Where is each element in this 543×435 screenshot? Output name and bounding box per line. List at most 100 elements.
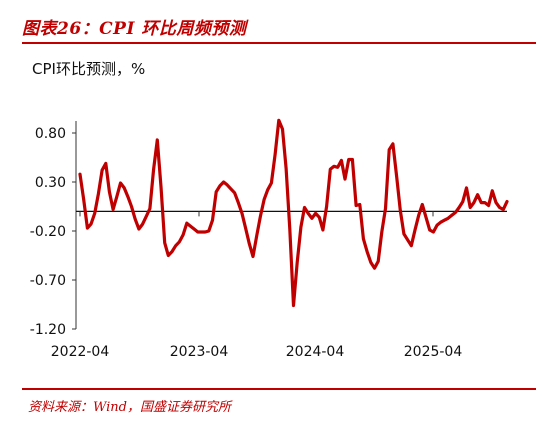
data-point (178, 240, 181, 243)
data-point (502, 208, 505, 211)
data-point (89, 222, 93, 226)
data-point (134, 218, 137, 221)
data-point (402, 232, 406, 236)
data-point (480, 201, 483, 204)
data-point (395, 174, 398, 178)
data-point (97, 192, 100, 195)
data-point (222, 180, 225, 184)
data-point (181, 233, 185, 237)
data-point (321, 228, 325, 232)
data-point (152, 168, 155, 171)
data-point (410, 244, 413, 247)
data-point (340, 159, 343, 162)
data-point (126, 195, 130, 198)
data-point (505, 200, 509, 203)
data-point (491, 189, 494, 192)
data-point (406, 238, 409, 241)
data-point (483, 201, 487, 204)
data-point (108, 190, 111, 193)
data-point (251, 255, 255, 258)
data-point (277, 119, 280, 122)
data-point (296, 261, 299, 264)
data-point (318, 216, 321, 219)
data-point (86, 226, 89, 230)
data-point (93, 212, 96, 215)
x-tick-label: 2025-04 (404, 344, 463, 360)
data-point (307, 212, 310, 215)
data-point (233, 191, 236, 194)
data-point (207, 229, 210, 233)
data-point (78, 173, 82, 176)
data-point (365, 250, 369, 253)
data-point (248, 242, 251, 245)
data-point (443, 219, 446, 222)
data-point (373, 267, 376, 270)
data-point (347, 158, 350, 161)
data-point (115, 195, 119, 198)
data-point (281, 127, 284, 131)
data-point (259, 215, 262, 218)
data-point (211, 219, 214, 222)
y-axis-ticks: 0.80 0.30 -0.20 -0.70 -1.20 (30, 126, 76, 338)
data-point (141, 222, 144, 226)
data-point (104, 162, 108, 165)
data-point (262, 198, 266, 201)
data-point (270, 181, 273, 185)
data-point (240, 212, 244, 215)
data-point (351, 158, 354, 161)
data-point (388, 148, 391, 151)
data-point (498, 206, 501, 209)
data-point (446, 217, 450, 220)
data-point (123, 186, 126, 190)
data-point (226, 183, 229, 187)
data-point (215, 190, 218, 193)
data-point (189, 224, 192, 228)
data-point (494, 201, 498, 204)
source-note: 资料来源：Wind，国盛证券研究所 (28, 400, 231, 415)
data-point (299, 225, 303, 229)
data-point (432, 230, 435, 234)
data-point (284, 167, 288, 170)
data-point (174, 244, 177, 247)
data-point (362, 237, 365, 240)
data-point (325, 205, 328, 208)
data-point (229, 187, 233, 191)
data-point (421, 203, 424, 206)
data-point (450, 214, 453, 217)
data-point (399, 209, 402, 212)
y-tick-label: -0.20 (30, 224, 66, 240)
data-point (391, 142, 395, 145)
data-point (461, 200, 464, 203)
data-point (487, 204, 490, 207)
x-tick-label: 2024-04 (286, 344, 345, 360)
data-point (465, 186, 468, 190)
data-point (255, 234, 258, 238)
y-tick-label: -1.20 (30, 322, 66, 338)
data-point (413, 228, 417, 232)
x-tick-label: 2022-04 (51, 344, 110, 360)
data-point (170, 250, 174, 253)
data-point (314, 212, 317, 215)
data-point (310, 217, 314, 220)
data-point (358, 203, 361, 206)
unit-label: CPI环比预测，% (32, 60, 146, 78)
data-point (266, 188, 269, 191)
data-point (204, 230, 207, 234)
data-point (469, 206, 472, 209)
data-point (424, 216, 428, 219)
data-point (476, 193, 479, 196)
data-point (457, 206, 461, 209)
figure-header: 图表26：CPI 环比周频预测 (22, 8, 536, 48)
data-point (354, 204, 358, 207)
title-divider (22, 42, 536, 44)
data-point (200, 230, 203, 234)
data-point (377, 260, 380, 263)
x-axis-ticks: 2022-04 2023-04 2024-04 2025-04 (51, 211, 463, 360)
source-divider (22, 388, 536, 390)
data-point (273, 153, 277, 156)
series-group (78, 118, 509, 308)
data-point (148, 207, 152, 210)
data-point (292, 304, 295, 307)
figure-title: 图表26：CPI 环比周频预测 (22, 19, 247, 39)
